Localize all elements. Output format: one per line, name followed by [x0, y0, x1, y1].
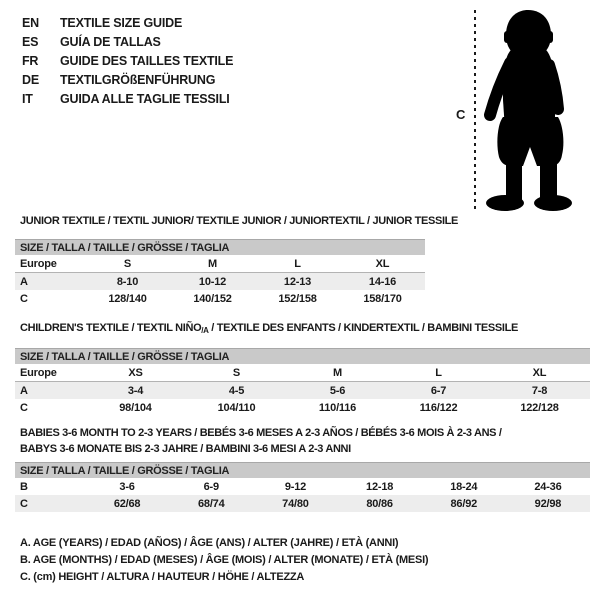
- height-marker-dashed-line: [474, 10, 476, 210]
- size-cell: M: [333, 366, 342, 379]
- legend-notes: A. AGE (YEARS) / EDAD (AÑOS) / ÂGE (ANS)…: [20, 534, 429, 585]
- junior-section-title: JUNIOR TEXTILE / TEXTIL JUNIOR/ TEXTILE …: [20, 215, 459, 227]
- language-list: EN TEXTILE SIZE GUIDE ES GUÍA DE TALLAS …: [22, 13, 233, 108]
- value-cell: 3-6: [119, 480, 135, 493]
- row-label: C: [20, 292, 28, 305]
- row-label: B: [20, 480, 28, 493]
- size-cell: XS: [128, 366, 143, 379]
- value-cell: 4-5: [228, 384, 245, 397]
- language-title: GUIDA ALLE TAGLIE TESSILI: [60, 91, 230, 106]
- language-title: TEXTILE SIZE GUIDE: [60, 15, 183, 30]
- language-code: FR: [22, 53, 39, 68]
- language-code: EN: [22, 15, 39, 30]
- value-cell: 158/170: [363, 292, 402, 305]
- row-label: C: [20, 401, 28, 414]
- babies-section-title-line1: BABIES 3-6 MONTH TO 2-3 YEARS / BEBÉS 3-…: [20, 427, 502, 439]
- value-cell: 68/74: [197, 497, 225, 510]
- table-row: B 3-6 6-9 9-12 12-18 18-24 24-36: [15, 478, 590, 495]
- value-cell: 6-7: [430, 384, 447, 397]
- children-title-pre: CHILDREN'S TEXTILE / TEXTIL NIÑO: [20, 322, 202, 334]
- value-cell: 5-6: [329, 384, 346, 397]
- table-row: Europe S M L XL: [15, 255, 425, 273]
- value-cell: 140/152: [193, 292, 232, 305]
- table-row: Europe XS S M L XL: [15, 364, 590, 382]
- children-title-post: / TEXTILE DES ENFANTS / KINDERTEXTIL / B…: [208, 322, 518, 334]
- table-row: A 8-10 10-12 12-13 14-16: [15, 273, 425, 290]
- children-size-header-bar: SIZE / TALLA / TAILLE / GRÖSSE / TAGLIA: [15, 348, 590, 364]
- language-title: GUÍA DE TALLAS: [60, 34, 161, 49]
- table-row: C 128/140 140/152 152/158 158/170: [15, 290, 425, 307]
- value-cell: 122/128: [520, 401, 559, 414]
- language-title: TEXTILGRÖßENFÜHRUNG: [60, 72, 216, 87]
- row-label: A: [20, 384, 28, 397]
- value-cell: 104/110: [217, 401, 256, 414]
- value-cell: 110/116: [318, 401, 357, 414]
- language-code: ES: [22, 34, 39, 49]
- language-row-fr: FR GUIDE DES TAILLES TEXTILE: [22, 51, 233, 70]
- language-code: DE: [22, 72, 39, 87]
- language-row-en: EN TEXTILE SIZE GUIDE: [22, 13, 233, 32]
- value-cell: 116/122: [419, 401, 458, 414]
- language-code: IT: [22, 91, 33, 106]
- size-cell: L: [294, 257, 301, 270]
- value-cell: 7-8: [531, 384, 548, 397]
- height-marker-label: C: [456, 107, 466, 122]
- size-cell: S: [123, 257, 132, 270]
- language-row-it: IT GUIDA ALLE TAGLIE TESSILI: [22, 89, 233, 108]
- junior-size-table: SIZE / TALLA / TAILLE / GRÖSSE / TAGLIA …: [15, 239, 425, 307]
- children-size-table: SIZE / TALLA / TAILLE / GRÖSSE / TAGLIA …: [15, 348, 590, 416]
- value-cell: 3-4: [127, 384, 144, 397]
- note-age-months: B. AGE (MONTHS) / EDAD (MESES) / ÂGE (MO…: [20, 553, 429, 566]
- value-cell: 18-24: [450, 480, 478, 493]
- value-cell: 8-10: [116, 275, 139, 288]
- value-cell: 80/86: [366, 497, 393, 510]
- value-cell: 62/68: [113, 497, 141, 510]
- value-cell: 98/104: [119, 401, 152, 414]
- row-label: Europe: [20, 257, 57, 270]
- table-row: C 98/104 104/110 110/116 116/122 122/128: [15, 399, 590, 416]
- children-section-title: CHILDREN'S TEXTILE / TEXTIL NIÑO/A / TEX…: [20, 322, 518, 335]
- children-title-sub: /A: [201, 326, 209, 335]
- size-cell: XL: [532, 366, 547, 379]
- size-cell: L: [435, 366, 442, 379]
- value-cell: 24-36: [534, 480, 562, 493]
- language-title: GUIDE DES TAILLES TEXTILE: [60, 53, 234, 68]
- junior-size-header-bar: SIZE / TALLA / TAILLE / GRÖSSE / TAGLIA: [15, 239, 425, 255]
- size-cell: S: [232, 366, 241, 379]
- value-cell: 14-16: [368, 275, 397, 288]
- row-label: Europe: [20, 366, 57, 379]
- note-height-cm: C. (cm) HEIGHT / ALTURA / HAUTEUR / HÖHE…: [20, 570, 305, 583]
- value-cell: 86/92: [450, 497, 478, 510]
- value-cell: 6-9: [203, 480, 220, 493]
- babies-size-header-bar: SIZE / TALLA / TAILLE / GRÖSSE / TAGLIA: [15, 462, 590, 478]
- size-cell: XL: [375, 257, 390, 270]
- babies-size-table: SIZE / TALLA / TAILLE / GRÖSSE / TAGLIA …: [15, 462, 590, 512]
- value-cell: 10-12: [198, 275, 227, 288]
- row-label: C: [20, 497, 28, 510]
- table-row: C 62/68 68/74 74/80 80/86 86/92 92/98: [15, 495, 590, 512]
- note-age-years: A. AGE (YEARS) / EDAD (AÑOS) / ÂGE (ANS)…: [20, 536, 399, 549]
- row-label: A: [20, 275, 28, 288]
- size-cell: M: [208, 257, 217, 270]
- value-cell: 92/98: [534, 497, 562, 510]
- value-cell: 74/80: [282, 497, 309, 510]
- language-row-de: DE TEXTILGRÖßENFÜHRUNG: [22, 70, 233, 89]
- value-cell: 152/158: [278, 292, 317, 305]
- value-cell: 12-13: [283, 275, 312, 288]
- value-cell: 9-12: [284, 480, 307, 493]
- value-cell: 128/140: [108, 292, 147, 305]
- language-row-es: ES GUÍA DE TALLAS: [22, 32, 233, 51]
- table-row: A 3-4 4-5 5-6 6-7 7-8: [15, 382, 590, 399]
- babies-section-title-line2: BABYS 3-6 MONATE BIS 2-3 JAHRE / BAMBINI…: [20, 443, 351, 455]
- value-cell: 12-18: [366, 480, 394, 493]
- baby-silhouette-image: [484, 10, 572, 211]
